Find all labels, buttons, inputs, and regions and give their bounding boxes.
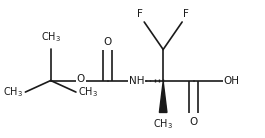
Text: NH: NH [129,75,144,86]
Text: F: F [183,9,189,19]
Text: O: O [77,74,85,84]
Text: O: O [189,117,198,127]
Text: OH: OH [224,75,240,86]
Text: CH$_3$: CH$_3$ [153,117,173,131]
Text: F: F [137,9,143,19]
Text: O: O [103,37,112,47]
Text: CH$_3$: CH$_3$ [41,30,61,44]
Text: CH$_3$: CH$_3$ [78,85,99,99]
Text: CH$_3$: CH$_3$ [3,85,23,99]
Polygon shape [159,81,167,112]
